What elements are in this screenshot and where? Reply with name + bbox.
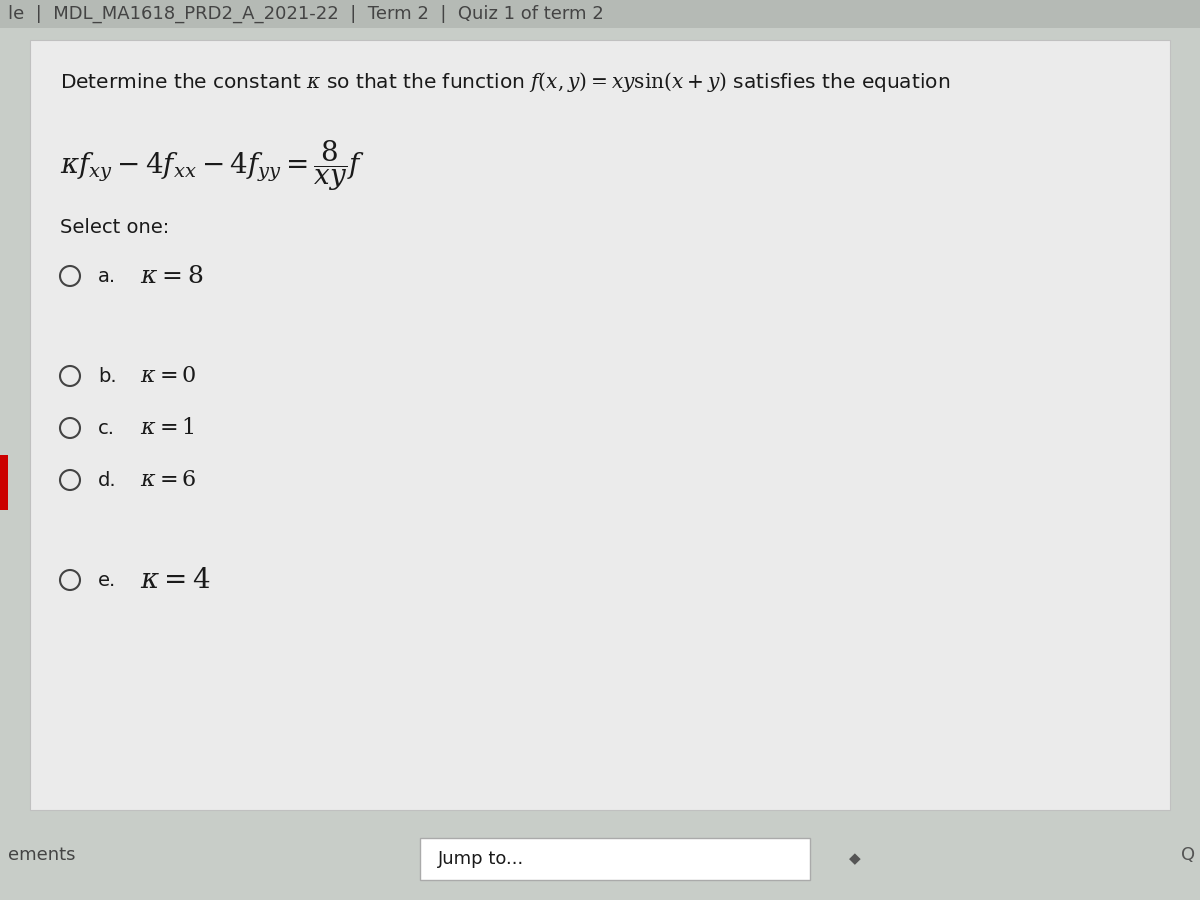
Text: c.: c.: [98, 418, 115, 437]
FancyBboxPatch shape: [0, 455, 8, 510]
Text: a.: a.: [98, 266, 116, 285]
Text: e.: e.: [98, 571, 116, 590]
Text: b.: b.: [98, 366, 116, 385]
Text: ements: ements: [8, 846, 76, 864]
Text: $\kappa f_{xy} - 4f_{xx} - 4f_{yy} = \dfrac{8}{xy}f$: $\kappa f_{xy} - 4f_{xx} - 4f_{yy} = \df…: [60, 138, 365, 193]
FancyBboxPatch shape: [30, 40, 1170, 810]
FancyBboxPatch shape: [420, 838, 810, 880]
Text: $\kappa = 0$: $\kappa = 0$: [140, 366, 197, 386]
FancyBboxPatch shape: [0, 0, 1200, 28]
Text: Q: Q: [1181, 846, 1195, 864]
Text: Determine the constant $\kappa$ so that the function $f(x, y) = xy\sin(x + y)$ s: Determine the constant $\kappa$ so that …: [60, 70, 950, 94]
Text: ◆: ◆: [850, 851, 860, 867]
Text: $\kappa = 6$: $\kappa = 6$: [140, 470, 197, 490]
Text: Jump to...: Jump to...: [438, 850, 524, 868]
Text: le  |  MDL_MA1618_PRD2_A_2021-22  |  Term 2  |  Quiz 1 of term 2: le | MDL_MA1618_PRD2_A_2021-22 | Term 2 …: [8, 4, 604, 23]
Text: d.: d.: [98, 471, 116, 490]
Text: $\kappa = 8$: $\kappa = 8$: [140, 264, 203, 288]
Text: $\kappa = 1$: $\kappa = 1$: [140, 418, 194, 438]
Text: $\kappa = 4$: $\kappa = 4$: [140, 566, 210, 594]
Text: Select one:: Select one:: [60, 218, 169, 237]
